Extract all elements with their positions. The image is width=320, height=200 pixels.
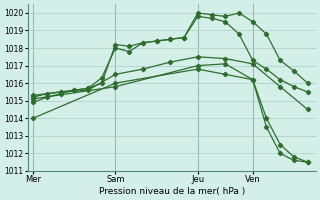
X-axis label: Pression niveau de la mer( hPa ): Pression niveau de la mer( hPa ): [99, 187, 245, 196]
